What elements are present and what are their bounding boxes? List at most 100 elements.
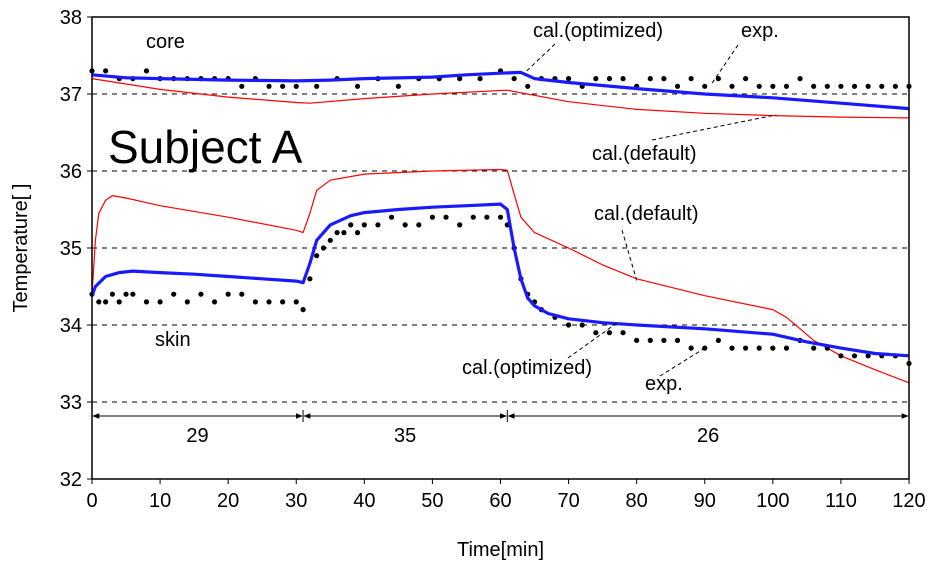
exp-point-skin [606, 330, 613, 336]
exp-point-core [715, 76, 721, 82]
x-tick-label: 90 [694, 490, 716, 512]
exp-point-skin [484, 214, 490, 220]
x-tick-label: 40 [353, 490, 375, 512]
exp-point-skin [239, 291, 245, 297]
x-tick-label: 20 [217, 490, 239, 512]
exp-point-skin [143, 299, 150, 305]
exp-point-skin [109, 291, 116, 297]
leader-line [621, 229, 638, 281]
exp-point-core [892, 83, 898, 89]
exp-point-core [865, 83, 871, 89]
exp-point-skin [96, 299, 102, 305]
y-tick-label: 33 [60, 392, 82, 414]
exp-point-core [756, 83, 762, 89]
leader-line [651, 114, 777, 141]
x-tick-label: 80 [626, 490, 648, 512]
interval-label: 29 [186, 425, 208, 447]
exp-point-core [143, 68, 150, 74]
leader-line [711, 44, 739, 85]
x-tick-label: 50 [421, 490, 443, 512]
exp-point-core [525, 83, 531, 89]
exp-point-core [702, 83, 708, 89]
exp-point-core [606, 76, 613, 82]
exp-point-skin [838, 353, 844, 359]
exp-point-skin [783, 345, 790, 351]
exp-point-core [395, 83, 401, 89]
exp-point-skin [307, 276, 313, 282]
cal-default-core-label: cal.(default) [592, 143, 697, 165]
x-tick-label: 0 [86, 490, 97, 512]
exp-point-skin [354, 230, 361, 236]
x-tick-label: 60 [489, 490, 511, 512]
leader-line [523, 43, 556, 74]
exp-point-skin [184, 299, 190, 305]
y-tick-label: 37 [60, 84, 82, 106]
exp-point-skin [579, 322, 585, 328]
y-tick-label: 32 [60, 469, 82, 491]
exp-point-core [811, 83, 817, 89]
exp-point-skin [211, 299, 218, 305]
annotations: Subject A core skin cal.(optimized) exp.… [108, 20, 779, 395]
cal-optimized-skin-label: cal.(optimized) [462, 357, 592, 379]
exp-point-skin [416, 222, 422, 228]
exp-point-skin [348, 222, 354, 228]
leader-line [567, 323, 617, 359]
exp-point-skin [443, 214, 449, 220]
exp-point-skin [429, 214, 436, 220]
exp-point-core [511, 76, 517, 82]
x-tick-label: 70 [557, 490, 579, 512]
y-tick-label: 34 [60, 315, 82, 337]
exp-point-skin [198, 291, 204, 297]
exp-point-core [743, 76, 749, 82]
exp-point-skin [320, 245, 327, 251]
exp-point-core [457, 76, 463, 82]
y-tick-label: 36 [60, 161, 82, 183]
exp-point-core [593, 76, 599, 82]
exp-point-skin [457, 222, 463, 228]
exp-point-skin [470, 214, 476, 220]
exp-point-core [688, 76, 694, 82]
exp-point-skin [688, 345, 694, 351]
grid-lines [92, 93, 909, 403]
exp-point-core [879, 83, 885, 89]
exp-point-skin [280, 299, 286, 305]
exp-point-skin [811, 345, 817, 351]
exp-point-core [266, 83, 272, 89]
exp-point-skin [565, 322, 572, 328]
x-tick-label: 100 [756, 490, 789, 512]
cal-optimized-core-label: cal.(optimized) [533, 20, 663, 42]
exp-point-skin [743, 345, 749, 351]
cal-default-line-skin [91, 168, 910, 384]
exp-point-skin [266, 299, 272, 305]
exp-point-skin [388, 214, 395, 220]
subject-label: Subject A [108, 121, 303, 173]
interval-label: 35 [394, 425, 416, 447]
exp-point-skin [674, 337, 681, 343]
exp-point-skin [116, 299, 122, 305]
cal-optimized-line-core [91, 70, 910, 111]
exp-point-core [647, 76, 653, 82]
y-tick-label: 35 [60, 238, 82, 260]
exp-point-core [239, 83, 245, 89]
exp-point-core [354, 83, 361, 89]
exp-skin-label: exp. [645, 373, 683, 395]
exp-point-skin [225, 291, 231, 297]
exp-point-core [661, 76, 667, 82]
interval-annotations: 29 35 26 [91, 410, 910, 447]
exp-point-skin [300, 307, 306, 313]
exp-point-skin [634, 337, 640, 343]
leader-line [659, 347, 706, 377]
cal-default-skin-label: cal.(default) [594, 203, 699, 225]
exp-point-core [620, 76, 626, 82]
exp-point-skin [334, 230, 340, 236]
exp-point-skin [715, 337, 721, 343]
exp-point-core [477, 76, 483, 82]
exp-point-skin [647, 337, 653, 343]
exp-point-core [103, 68, 109, 74]
exp-point-skin [327, 237, 333, 243]
exp-point-core [770, 83, 776, 89]
exp-point-skin [157, 299, 163, 305]
x-tick-label: 30 [285, 490, 307, 512]
exp-point-core [674, 83, 681, 89]
exp-point-skin [130, 291, 136, 297]
